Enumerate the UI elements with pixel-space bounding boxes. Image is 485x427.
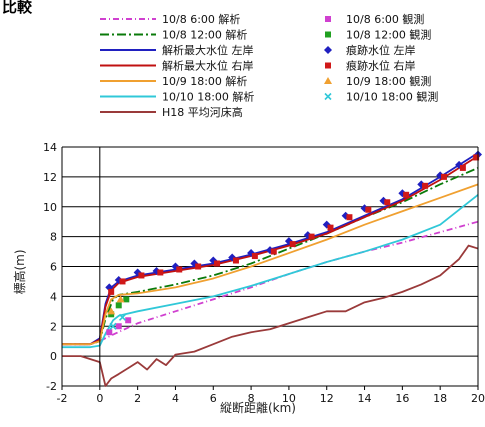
x-tick-label: 4 (172, 392, 179, 405)
legend-entry: H18 平均河床高 (162, 105, 243, 119)
data-point (232, 257, 239, 264)
plot-area (62, 150, 482, 387)
data-point (109, 322, 117, 330)
legend-marker (324, 46, 332, 54)
legend-marker (324, 92, 332, 101)
data-point (251, 253, 258, 260)
legend-entry: 10/8 6:00 観測 (346, 12, 424, 26)
data-point (214, 260, 221, 267)
chart-title: 比較 (2, 0, 33, 16)
data-point (459, 164, 466, 171)
data-point (289, 241, 296, 248)
legend-marker (325, 62, 331, 69)
legend-entry: 10/9 18:00 解析 (162, 74, 247, 88)
data-point (365, 206, 372, 213)
data-point (123, 296, 130, 303)
legend-marker (324, 77, 332, 84)
legend-entry: 10/8 6:00 解析 (162, 12, 240, 26)
legend-marker (325, 16, 331, 22)
y-axis-label: 標高(m) (12, 249, 27, 294)
data-point (115, 302, 122, 309)
series-line-4 (62, 183, 479, 346)
x-tick-label: 14 (358, 392, 372, 405)
data-point (308, 233, 315, 240)
x-tick-label: 8 (248, 392, 255, 405)
series-line-5 (62, 194, 479, 349)
data-point (473, 154, 480, 161)
y-tick-label: 0 (50, 350, 57, 363)
legend-entry: 痕跡水位 左岸 (346, 43, 416, 57)
data-point (115, 323, 122, 330)
x-tick-label: -2 (57, 392, 68, 405)
legend-entry: 10/9 18:00 観測 (346, 74, 431, 88)
data-point (440, 173, 447, 180)
x-tick-label: 20 (471, 392, 485, 405)
data-point (327, 224, 334, 231)
data-point (384, 199, 391, 206)
series-12 (109, 313, 127, 330)
x-tick-label: 12 (320, 392, 334, 405)
series-4 (62, 183, 479, 346)
legend-entry: 10/8 12:00 解析 (162, 28, 247, 42)
x-tick-label: 0 (96, 392, 103, 405)
legend-entry: 10/10 18:00 解析 (162, 90, 254, 104)
data-point (138, 272, 145, 279)
series-line-1 (62, 167, 479, 346)
x-axis-label: 縦断距離(km) (220, 400, 296, 415)
data-point (107, 307, 116, 315)
x-tick-label: 10 (282, 392, 296, 405)
data-point (270, 248, 277, 255)
legend-entry: 10/10 18:00 観測 (346, 90, 438, 104)
x-tick-label: 16 (395, 392, 409, 405)
series-1 (62, 167, 479, 346)
data-point (119, 278, 126, 285)
series-3 (62, 155, 479, 346)
data-point (106, 329, 113, 336)
data-point (157, 269, 164, 276)
legend-entry: 解析最大水位 左岸 (162, 43, 254, 57)
y-tick-label: 10 (43, 201, 57, 214)
series-6 (62, 244, 479, 387)
legend-entry: 10/8 12:00 観測 (346, 28, 431, 42)
series-10 (108, 154, 480, 295)
data-point (346, 214, 353, 221)
data-point (195, 263, 202, 270)
series-7 (106, 317, 132, 336)
series-line-3 (62, 155, 479, 346)
data-point (403, 191, 410, 198)
legend-entry: 痕跡水位 右岸 (346, 59, 416, 73)
legend-marker (325, 31, 331, 38)
series-11 (107, 295, 125, 315)
x-tick-label: 2 (134, 392, 141, 405)
data-point (422, 182, 429, 189)
x-tick-label: 6 (210, 392, 217, 405)
axes: -2 0 2 4 6 8 10 12 14 -2 0 2 4 6 8 10 12 14 16 18 20 (43, 141, 485, 405)
grid-lines (62, 146, 478, 387)
y-tick-label: -2 (46, 380, 57, 393)
y-tick-label: 8 (50, 231, 57, 244)
series-line-6 (62, 244, 479, 387)
legend-entry: 解析最大水位 右岸 (162, 59, 254, 73)
x-tick-label: 18 (433, 392, 447, 405)
y-tick-label: 4 (50, 290, 57, 303)
data-point (176, 266, 183, 273)
data-point (108, 288, 115, 295)
y-tick-label: 14 (43, 141, 57, 154)
y-tick-label: 6 (50, 261, 57, 274)
series-5 (62, 194, 479, 349)
y-tick-label: 12 (43, 171, 57, 184)
data-point (125, 317, 132, 324)
y-tick-label: 2 (50, 320, 57, 333)
data-point (116, 295, 125, 303)
data-point (118, 313, 127, 321)
